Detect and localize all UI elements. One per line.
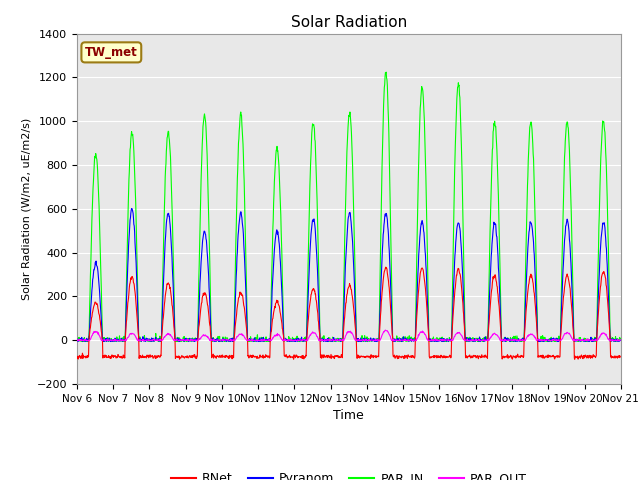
Y-axis label: Solar Radiation (W/m2, uE/m2/s): Solar Radiation (W/m2, uE/m2/s) — [21, 118, 31, 300]
Legend: RNet, Pyranom, PAR_IN, PAR_OUT: RNet, Pyranom, PAR_IN, PAR_OUT — [166, 468, 532, 480]
Title: Solar Radiation: Solar Radiation — [291, 15, 407, 30]
X-axis label: Time: Time — [333, 409, 364, 422]
Text: TW_met: TW_met — [85, 46, 138, 59]
